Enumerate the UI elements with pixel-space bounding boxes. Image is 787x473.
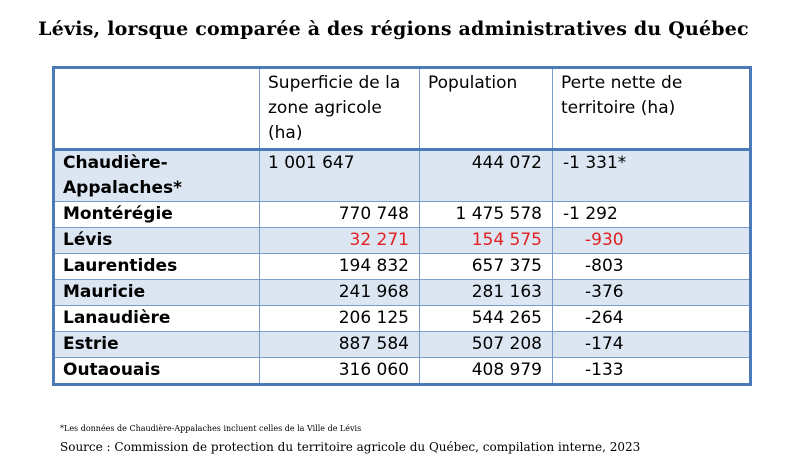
row-region: Lévis <box>53 227 260 254</box>
row-region: Chaudière-Appalaches* <box>53 149 260 202</box>
row-area: 887 584 <box>259 331 420 358</box>
header-region <box>53 67 260 151</box>
row-region: Mauricie <box>53 279 260 306</box>
row-region: Lanaudière <box>53 305 260 332</box>
page-title: Lévis, lorsque comparée à des régions ad… <box>38 18 749 40</box>
comparison-table: Superficie de la zone agricole (ha) Popu… <box>52 66 752 386</box>
row-area: 1 001 647 <box>259 149 420 202</box>
source-note: Source : Commission de protection du ter… <box>60 440 641 454</box>
row-loss: -174 <box>552 331 751 358</box>
row-area: 316 060 <box>259 357 420 385</box>
table-row: Chaudière-Appalaches* 1 001 647 444 072 … <box>53 149 751 202</box>
row-region: Montérégie <box>53 201 260 228</box>
row-area: 770 748 <box>259 201 420 228</box>
row-loss: -376 <box>552 279 751 306</box>
row-loss: -930 <box>552 227 751 254</box>
row-loss: -264 <box>552 305 751 332</box>
row-population: 544 265 <box>419 305 553 332</box>
table-row: Mauricie 241 968 281 163 -376 <box>53 279 751 306</box>
row-loss: -803 <box>552 253 751 280</box>
table-row: Estrie 887 584 507 208 -174 <box>53 331 751 358</box>
table-row: Outaouais 316 060 408 979 -133 <box>53 357 751 385</box>
row-region: Outaouais <box>53 357 260 385</box>
table-row: Laurentides 194 832 657 375 -803 <box>53 253 751 280</box>
row-region: Laurentides <box>53 253 260 280</box>
table-header-row: Superficie de la zone agricole (ha) Popu… <box>53 67 751 151</box>
row-region: Estrie <box>53 331 260 358</box>
row-area: 194 832 <box>259 253 420 280</box>
row-loss: -133 <box>552 357 751 385</box>
header-area: Superficie de la zone agricole (ha) <box>259 67 420 151</box>
header-loss: Perte nette de territoire (ha) <box>552 67 751 151</box>
row-area: 206 125 <box>259 305 420 332</box>
row-area: 32 271 <box>259 227 420 254</box>
row-area: 241 968 <box>259 279 420 306</box>
row-loss: -1 331* <box>552 149 751 202</box>
row-population: 444 072 <box>419 149 553 202</box>
row-population: 281 163 <box>419 279 553 306</box>
table-row: Montérégie 770 748 1 475 578 -1 292 <box>53 201 751 228</box>
row-population: 1 475 578 <box>419 201 553 228</box>
table-row: Lanaudière 206 125 544 265 -264 <box>53 305 751 332</box>
footnote: *Les données de Chaudière-Appalaches inc… <box>60 424 362 433</box>
table-row-highlighted: Lévis 32 271 154 575 -930 <box>53 227 751 254</box>
row-population: 657 375 <box>419 253 553 280</box>
row-population: 154 575 <box>419 227 553 254</box>
row-population: 408 979 <box>419 357 553 385</box>
row-population: 507 208 <box>419 331 553 358</box>
header-population: Population <box>419 67 553 151</box>
row-loss: -1 292 <box>552 201 751 228</box>
